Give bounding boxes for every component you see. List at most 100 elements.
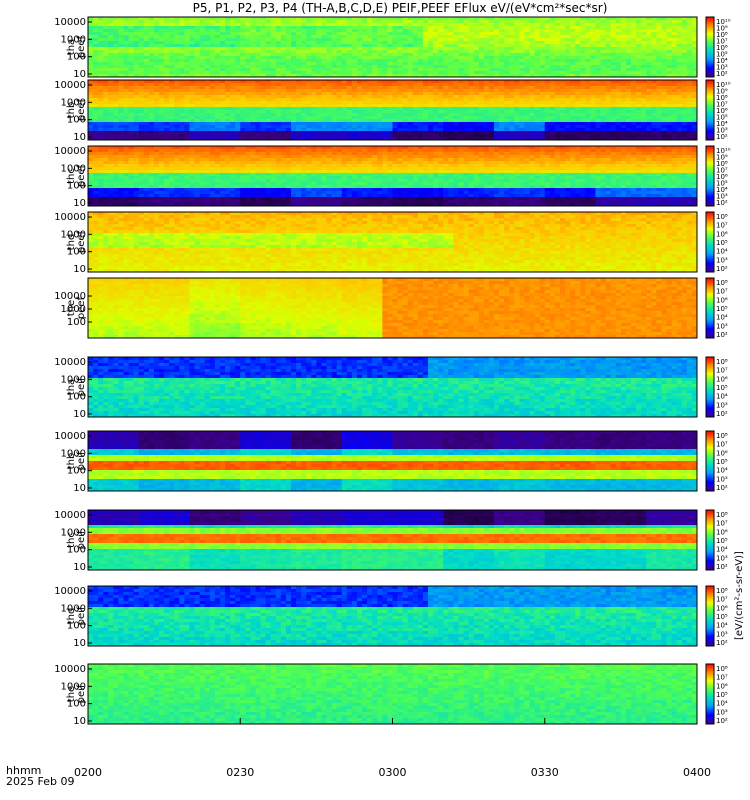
- colorbar-tick-label: 10⁴: [716, 393, 728, 401]
- colorbar-tick-label: 10⁷: [716, 520, 728, 528]
- y-tick-label: 1000: [61, 374, 86, 385]
- colorbar-tick-label: 10⁴: [716, 248, 728, 256]
- y-tick-label: 1000: [61, 603, 86, 614]
- colorbar-tick-label: 10⁷: [716, 367, 728, 375]
- panel-thc-peef: thc peef1010010001000010²10³10⁴10⁵10⁶10⁷1…: [54, 146, 731, 209]
- colorbar-tick-label: 10³: [716, 401, 728, 409]
- y-tick-label: 10: [73, 483, 86, 494]
- colorbar-tick-label: 10³: [716, 322, 728, 330]
- panel-thb-peef: thb peef1010010001000010²10³10⁴10⁵10⁶10⁷1…: [54, 80, 731, 143]
- y-tick-label: 10: [73, 716, 86, 727]
- colorbar-tick-label: 10⁷: [716, 441, 728, 449]
- y-tick-label: 1000: [61, 448, 86, 459]
- colorbar-tick-label: 10⁴: [716, 546, 728, 554]
- colorbar-tick-label: 10⁴: [716, 700, 728, 708]
- x-tick-label: 0330: [531, 766, 559, 779]
- colorbar-tick-label: 10⁷: [716, 674, 728, 682]
- colorbar-tick-label: 10³: [716, 475, 728, 483]
- y-tick-label: 10000: [54, 431, 86, 442]
- colorbar-tick-label: 10⁶: [716, 604, 728, 612]
- y-tick-label: 1000: [61, 681, 86, 692]
- y-tick-label: 100: [67, 52, 86, 63]
- x-tick-label: 0400: [683, 766, 711, 779]
- y-tick-label: 100: [67, 247, 86, 258]
- colorbar-tick-label: 10¹⁰: [716, 18, 731, 26]
- y-tick-label: 1000: [61, 527, 86, 538]
- y-tick-label: 100: [67, 545, 86, 556]
- colorbar-tick-label: 10¹⁰: [716, 81, 731, 89]
- colorbar-tick-label: 10⁶: [716, 375, 728, 383]
- colorbar: [706, 146, 714, 206]
- colorbar-tick-label: 10⁸: [716, 511, 728, 519]
- y-tick-label: 100: [67, 115, 86, 126]
- colorbar-tick-label: 10²: [716, 639, 728, 647]
- colorbar-tick-label: 10²: [716, 484, 728, 492]
- x-axis: 0200 0230 0300 0330 0400: [74, 718, 711, 779]
- colorbar: [706, 17, 714, 77]
- colorbar-tick-label: 10⁸: [716, 279, 728, 287]
- y-tick-label: 10000: [54, 357, 86, 368]
- colorbar-tick-label: 10⁶: [716, 230, 728, 238]
- colorbar-tick-label: 10⁵: [716, 613, 728, 621]
- x-tick-label: 0230: [226, 766, 254, 779]
- colorbar-tick-label: 10²: [716, 410, 728, 418]
- y-tick-label: 10: [73, 198, 86, 209]
- colorbar-tick-label: 10⁸: [716, 665, 728, 673]
- y-tick-label: 10: [73, 409, 86, 420]
- y-tick-label: 100: [67, 181, 86, 192]
- y-tick-label: 1000: [61, 229, 86, 240]
- colorbar-tick-label: 10⁸: [716, 358, 728, 366]
- colorbar: [706, 664, 714, 724]
- colorbar-tick-label: 10⁵: [716, 691, 728, 699]
- colorbar-tick-label: 10²: [716, 331, 728, 339]
- y-tick-label: 10: [73, 132, 86, 143]
- y-tick-label: 10000: [54, 80, 86, 91]
- y-tick-label: 10000: [54, 212, 86, 223]
- colorbar-tick-label: 10⁴: [716, 314, 728, 322]
- colorbar-tick-label: 10³: [716, 630, 728, 638]
- colorbar: [706, 586, 714, 646]
- colorbar-tick-label: 10⁴: [716, 467, 728, 475]
- colorbar-tick-label: 10⁸: [716, 213, 728, 221]
- y-tick-label: 10000: [54, 510, 86, 521]
- y-tick-label: 100: [67, 466, 86, 477]
- colorbar-tick-label: 10⁵: [716, 537, 728, 545]
- colorbar-tick-label: 10³: [716, 708, 728, 716]
- x-tick-label: 0300: [379, 766, 407, 779]
- y-tick-label: 100: [67, 317, 86, 328]
- colorbar-tick-label: 10³: [716, 256, 728, 264]
- colorbar-tick-label: 10⁶: [716, 682, 728, 690]
- y-tick-label: 10000: [54, 664, 86, 675]
- colorbar-tick-label: 10⁵: [716, 458, 728, 466]
- colorbar: [706, 80, 714, 140]
- panels-layer: tha peef1010010001000010²10³10⁴10⁵10⁶10⁷1…: [54, 17, 731, 727]
- colorbar-tick-label: 10⁸: [716, 432, 728, 440]
- date-label: 2025 Feb 09: [6, 775, 74, 788]
- panel-tha-peef: tha peef1010010001000010²10³10⁴10⁵10⁶10⁷1…: [54, 17, 731, 80]
- colorbar-tick-label: 10⁷: [716, 596, 728, 604]
- colorbar-label: [eV/(cm²-s-sr-eV)]: [734, 551, 745, 640]
- y-tick-label: 10000: [54, 17, 86, 28]
- y-tick-label: 10: [73, 264, 86, 275]
- colorbar-tick-label: 10⁷: [716, 222, 728, 230]
- colorbar: [706, 431, 714, 491]
- colorbar-tick-label: 10⁴: [716, 622, 728, 630]
- colorbar: [706, 510, 714, 570]
- colorbar-tick-label: 10²: [716, 563, 728, 571]
- y-tick-label: 10: [73, 638, 86, 649]
- panel-thd-peef: thd peef1010010001000010²10³10⁴10⁵10⁶10⁷1…: [54, 212, 728, 275]
- colorbar: [706, 212, 714, 272]
- panel-thd-peif: thd peif1010010001000010²10³10⁴10⁵10⁶10⁷1…: [54, 586, 728, 649]
- panel-tha-peif: tha peif1010010001000010²10³10⁴10⁵10⁶10⁷1…: [54, 357, 728, 420]
- y-tick-label: 10000: [54, 291, 86, 302]
- panel-thb-peif: thb peif1010010001000010²10³10⁴10⁵10⁶10⁷1…: [54, 431, 728, 494]
- colorbar-tick-label: 10⁶: [716, 528, 728, 536]
- colorbar: [706, 278, 714, 338]
- colorbar-tick-label: 10⁸: [716, 587, 728, 595]
- chart-title: P5, P1, P2, P3, P4 (TH-A,B,C,D,E) PEIF,P…: [193, 1, 608, 15]
- y-tick-label: 100: [67, 621, 86, 632]
- y-tick-label: 10000: [54, 146, 86, 157]
- colorbar-tick-label: 10⁶: [716, 296, 728, 304]
